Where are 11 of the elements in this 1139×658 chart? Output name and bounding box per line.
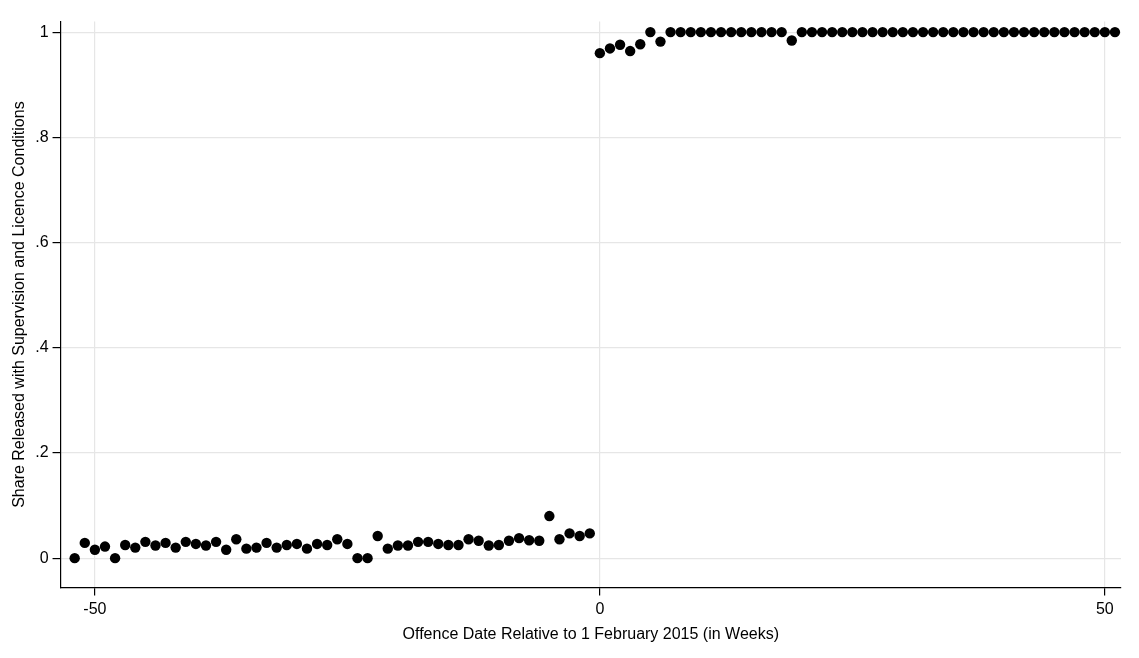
x-tick-label: -50 — [83, 599, 107, 617]
y-tick-label: 1 — [39, 22, 49, 40]
x-tick-label: 0 — [595, 599, 605, 617]
y-axis-title: Share Released with Supervision and Licence Conditions — [10, 101, 28, 508]
y-tick-label: 0 — [39, 548, 49, 566]
y-tick-label: .8 — [35, 127, 49, 145]
x-axis-title: Offence Date Relative to 1 February 2015 (in Weeks) — [402, 624, 780, 642]
y-tick-label: .6 — [35, 232, 49, 250]
x-tick-label: 50 — [1095, 599, 1114, 617]
y-tick-label: .4 — [35, 338, 49, 356]
y-tick-label: .2 — [35, 443, 49, 461]
